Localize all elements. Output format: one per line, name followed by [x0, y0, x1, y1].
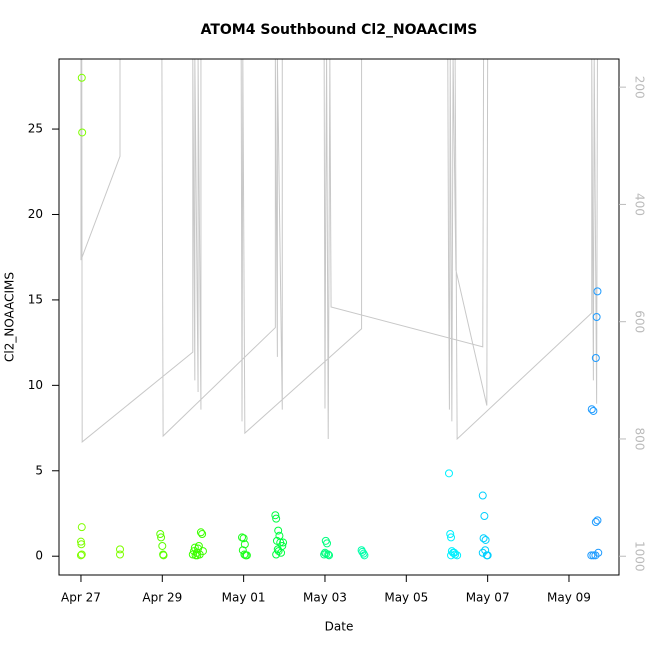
y-tick-label: 0: [35, 549, 43, 563]
y-tick-label: 25: [28, 122, 43, 136]
data-point: [587, 405, 596, 414]
data-point: [591, 518, 600, 527]
data-point: [196, 528, 205, 537]
plot-frame: [58, 58, 620, 576]
data-point: [589, 551, 598, 560]
data-point: [591, 551, 600, 560]
data-point: [589, 406, 598, 415]
data-point: [592, 313, 601, 321]
data-point: [481, 546, 490, 555]
data-point: [157, 533, 166, 542]
data-point: [446, 529, 455, 538]
data-point: [480, 512, 489, 521]
data-point: [445, 469, 454, 478]
data-point: [324, 550, 333, 559]
data-point: [323, 539, 332, 548]
data-point: [478, 491, 487, 500]
x-tick-label: Apr 27: [61, 591, 101, 605]
x-tick-label: May 09: [547, 591, 591, 605]
x-tick-label: May 01: [222, 591, 266, 605]
x-tick-label: May 07: [466, 591, 510, 605]
y-tick-label: 15: [28, 292, 43, 306]
data-point: [116, 545, 125, 554]
y-tick-label: 10: [28, 378, 43, 392]
x-tick-label: May 05: [384, 591, 428, 605]
data-point: [594, 548, 603, 557]
data-point: [453, 551, 462, 560]
data-point: [481, 535, 490, 544]
y-tick-label: 5: [35, 463, 43, 477]
data-point: [274, 526, 283, 535]
data-point: [274, 547, 283, 556]
data-point: [591, 354, 600, 363]
data-point: [77, 523, 86, 532]
data-point: [238, 533, 247, 542]
data-point: [239, 534, 248, 543]
data-point: [593, 516, 602, 525]
y2-tick-label: 200: [633, 76, 647, 99]
data-point: [77, 550, 86, 559]
data-point: [450, 548, 459, 557]
data-point: [272, 514, 281, 523]
x-axis-label: Date: [325, 620, 354, 634]
data-point: [478, 548, 487, 557]
x-tick-label: May 03: [303, 591, 347, 605]
data-point: [479, 534, 488, 543]
y-tick-label: 20: [28, 207, 43, 221]
data-point: [271, 511, 280, 520]
data-point: [320, 550, 329, 559]
data-point: [158, 541, 167, 550]
data-point: [77, 73, 86, 82]
chart-title: ATOM4 Southbound Cl2_NOAACIMS: [201, 22, 478, 38]
data-point: [279, 538, 288, 547]
data-point: [116, 550, 125, 559]
y2-tick-label: 400: [633, 193, 647, 216]
data-point: [76, 551, 85, 560]
y2-tick-label: 600: [633, 310, 647, 333]
y2-tick-label: 800: [633, 428, 647, 451]
data-point: [242, 551, 251, 560]
data-point: [193, 551, 202, 560]
data-point: [190, 543, 199, 552]
data-point: [77, 540, 86, 549]
data-point: [156, 529, 165, 538]
data-point: [587, 551, 596, 560]
data-point: [325, 551, 334, 560]
x-tick-label: Apr 29: [142, 591, 182, 605]
y2-tick-label: 1000: [633, 541, 647, 572]
data-point: [194, 541, 203, 550]
y-axis-label: Cl2_NOAACIMS: [3, 272, 17, 362]
data-point: [76, 537, 85, 546]
data-point: [483, 551, 492, 560]
data-point: [277, 548, 286, 557]
data-point: [198, 529, 207, 538]
data-point: [159, 551, 168, 560]
data-point: [593, 287, 602, 296]
data-point: [447, 533, 456, 542]
data-point: [360, 551, 369, 560]
data-point: [78, 128, 87, 137]
